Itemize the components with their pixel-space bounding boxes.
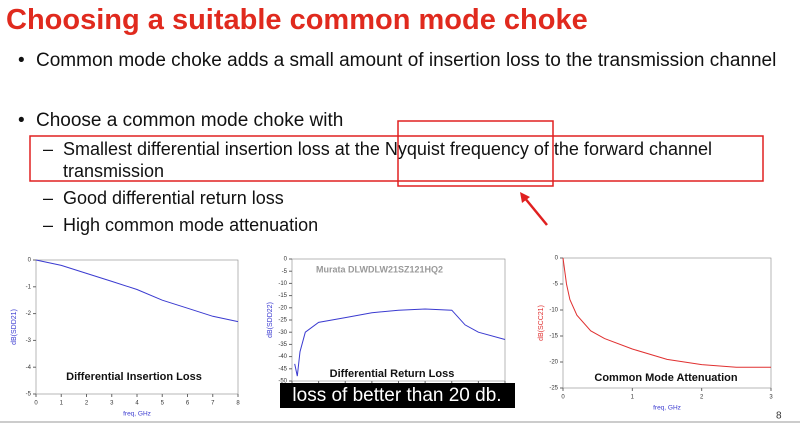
x-tick-label: 6 bbox=[186, 401, 190, 407]
arrow-head bbox=[520, 192, 530, 203]
y-tick-label: -5 bbox=[553, 282, 559, 288]
y-tick-label: -45 bbox=[278, 366, 287, 372]
caption-box bbox=[280, 383, 515, 408]
x-tick-label: 3 bbox=[769, 395, 773, 401]
x-tick-label: 1 bbox=[631, 395, 635, 401]
x-tick-label: 2 bbox=[85, 401, 89, 407]
y-tick-label: -10 bbox=[278, 281, 287, 287]
bullet: Choose a common mode choke with bbox=[18, 110, 756, 132]
y-tick-label: -5 bbox=[282, 269, 288, 275]
y-axis-label: dB(SCC21) bbox=[538, 305, 545, 341]
chart-label: Common Mode Attenuation bbox=[594, 372, 737, 384]
y-tick-label: 0 bbox=[284, 257, 288, 263]
x-axis-label: freq, GHz bbox=[653, 405, 681, 412]
y-tick-label: -4 bbox=[26, 365, 32, 371]
x-tick-label: 4 bbox=[135, 401, 139, 407]
data-line bbox=[35, 259, 239, 323]
y-tick-label: -15 bbox=[549, 334, 558, 340]
y-tick-label: -3 bbox=[26, 338, 32, 344]
x-tick-label: 0 bbox=[34, 401, 38, 407]
x-tick-label: 5 bbox=[161, 401, 165, 407]
y-tick-label: 0 bbox=[555, 256, 559, 262]
sub-bullet: Good differential return loss bbox=[43, 187, 763, 209]
y-tick-label: -30 bbox=[278, 330, 287, 336]
y-tick-label: -2 bbox=[26, 311, 32, 317]
slide-title: Choosing a suitable common mode choke bbox=[6, 4, 588, 36]
page-number: 8 bbox=[776, 411, 782, 422]
chart-annotation: Murata DLWDLW21SZ121HQ2 bbox=[316, 264, 443, 274]
y-tick-label: -1 bbox=[26, 284, 32, 290]
chart-label: Differential Insertion Loss bbox=[66, 371, 202, 383]
x-tick-label: 7 bbox=[211, 401, 215, 407]
x-tick-label: 3 bbox=[110, 401, 114, 407]
y-tick-label: -20 bbox=[549, 360, 558, 366]
data-line bbox=[562, 257, 771, 368]
chart-label: Differential Return Loss bbox=[330, 368, 455, 380]
y-tick-label: -15 bbox=[278, 293, 287, 299]
plot-frame bbox=[562, 257, 772, 389]
y-tick-label: -25 bbox=[549, 386, 558, 392]
x-tick-label: 1 bbox=[60, 401, 64, 407]
data-line bbox=[294, 308, 506, 377]
y-axis-label: dB(SDD22) bbox=[267, 302, 274, 338]
y-axis-label: dB(SDD21) bbox=[11, 309, 18, 345]
y-tick-label: -25 bbox=[278, 318, 287, 324]
x-tick-label: 2 bbox=[700, 395, 704, 401]
y-tick-label: 0 bbox=[28, 258, 32, 264]
plot-frame bbox=[291, 258, 506, 382]
highlight-box bbox=[397, 120, 554, 187]
y-tick-label: -35 bbox=[278, 342, 287, 348]
y-tick-label: -10 bbox=[549, 308, 558, 314]
bullet: Common mode choke adds a small amount of… bbox=[18, 50, 786, 72]
arrow bbox=[523, 196, 548, 226]
highlight-box bbox=[29, 135, 764, 182]
sub-bullet: Smallest differential insertion loss at … bbox=[43, 138, 763, 182]
y-tick-label: -40 bbox=[278, 354, 287, 360]
caption: loss of better than 20 db. bbox=[292, 385, 501, 406]
y-tick-label: -20 bbox=[278, 305, 287, 311]
y-tick-label: -5 bbox=[26, 392, 32, 398]
y-tick-label: -50 bbox=[278, 379, 287, 385]
x-tick-label: 0 bbox=[561, 395, 565, 401]
sub-bullet: High common mode attenuation bbox=[43, 214, 763, 236]
x-tick-label: 8 bbox=[236, 401, 240, 407]
x-axis-label: freq, GHz bbox=[123, 411, 151, 418]
